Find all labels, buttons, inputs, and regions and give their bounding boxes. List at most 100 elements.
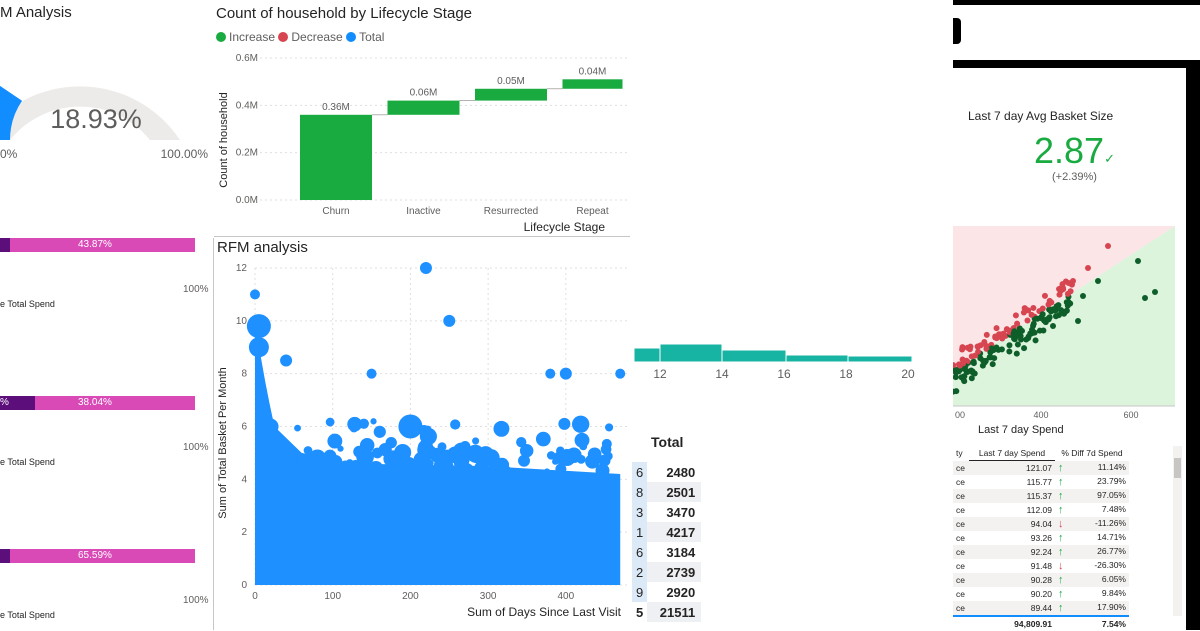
totals-row[interactable]: 6 2480 [632, 462, 702, 482]
th-category: ty [956, 448, 963, 459]
kpi-title: Last 7 day Avg Basket Size [968, 109, 1114, 123]
sc2-point-green [953, 388, 957, 395]
waterfall-chart: Count of household 0.0M 0.2M 0.4M 0.6M 0.36… [218, 53, 630, 234]
spend-row[interactable]: ce 90.20 ↑ 9.84% [953, 587, 1129, 601]
waterfall-ytick: 0.2M [236, 148, 258, 159]
rfm-ytick: 2 [241, 527, 247, 538]
spend-row[interactable]: ce 121.07 ↑ 11.14% [953, 460, 1129, 475]
spend-row[interactable]: ce 115.37 ↑ 97.05% [953, 489, 1129, 503]
rfm-point [392, 460, 401, 469]
row-spend: 93.26 [1030, 533, 1052, 543]
waterfall-data-label: 0.05M [497, 76, 525, 87]
segment-bar[interactable] [0, 549, 195, 563]
legend-decrease[interactable]: Decrease [278, 30, 343, 44]
totals-left: 6 [632, 542, 648, 562]
sc2-xlabel: Last 7 day Spend [978, 424, 1064, 436]
rfm-point [419, 262, 432, 274]
waterfall-title: Count of household by Lifecycle Stage [216, 5, 473, 22]
sc2-tick: 00 [955, 410, 965, 420]
rfm-point [450, 419, 461, 430]
scrollbar-thumb[interactable] [1174, 458, 1181, 478]
sc2-point [1105, 243, 1111, 249]
hist-bar [847, 355, 913, 363]
sc2-point-green [1018, 336, 1025, 343]
segment-pct: 38.04% [78, 397, 112, 408]
rfm-point [397, 456, 415, 474]
spend-row[interactable]: ce 94.04 ↓ -11.26% [953, 517, 1129, 531]
totals-row[interactable]: 6 3184 [632, 542, 702, 562]
segment-max: 100% [183, 595, 209, 606]
sc2-point-green [1013, 350, 1020, 357]
rfm-ytick: 10 [236, 316, 248, 327]
waterfall-data-label: 0.06M [410, 88, 438, 99]
segment-bar[interactable] [0, 238, 195, 252]
rfm-point [385, 472, 394, 481]
row-category: ce [956, 477, 965, 487]
rfm-xtick: 400 [557, 591, 574, 602]
sc2-point [1075, 318, 1081, 324]
spend-row[interactable]: ce 93.26 ↑ 14.71% [953, 531, 1129, 545]
arrow-up-icon: ↑ [1058, 546, 1064, 558]
totals-value: 2480 [647, 462, 702, 482]
row-diff: ↑ 23.79% [1058, 476, 1126, 488]
row-diff: ↑ 97.05% [1058, 490, 1126, 502]
row-category: ce [956, 561, 965, 571]
totals-row[interactable]: 5 21511 [632, 602, 702, 622]
totals-row[interactable]: 8 2501 [632, 482, 702, 502]
rfm-point [281, 452, 290, 461]
segment-pct: 43.87% [78, 239, 112, 250]
segment-label: e Total Spend [0, 457, 55, 467]
rfm-point [511, 473, 522, 484]
row-spend: 92.24 [1030, 547, 1052, 557]
spend-row[interactable]: ce 112.09 ↑ 7.48% [953, 503, 1129, 517]
segment-label: e Total Spend [0, 299, 55, 309]
rfm-point [519, 443, 534, 458]
rfm-ytick: 8 [241, 369, 247, 380]
sc2-point [1142, 295, 1148, 301]
totals-row[interactable]: 2 2739 [632, 562, 702, 582]
sc2-point-red [1030, 304, 1037, 311]
segment-bar[interactable] [0, 396, 195, 410]
spend-row[interactable]: ce 92.24 ↑ 26.77% [953, 545, 1129, 559]
rfm-point [280, 354, 293, 367]
hist-bar [633, 347, 661, 363]
totals-left: 9 [632, 582, 648, 602]
sc2-point-green [1040, 327, 1047, 334]
totals-row[interactable]: 1 4217 [632, 522, 702, 542]
spend-row[interactable]: ce 89.44 ↑ 17.90% [953, 601, 1129, 616]
sc2-point-red [959, 346, 966, 353]
row-category: ce [956, 603, 965, 613]
arrow-up-icon: ↑ [1058, 461, 1064, 474]
totals-row[interactable]: 3 3470 [632, 502, 702, 522]
totals-table: 6 2480 8 2501 3 3470 1 4217 6 3184 2 2739 9 2920 5 2151… [632, 462, 702, 622]
spend-table: ty Last 7 day Spend % Diff 7d Spend ce 121.0… [953, 446, 1129, 631]
legend-total[interactable]: Total [346, 30, 384, 44]
segment-pct: 65.59% [78, 550, 112, 561]
sc2-point-red [953, 362, 957, 369]
rfm-point [428, 467, 438, 477]
totals-row[interactable]: 9 2920 [632, 582, 702, 602]
rfm-xtick: 0 [252, 591, 258, 602]
hist-bar [785, 354, 849, 363]
sc2-point-red [983, 331, 990, 338]
legend-increase[interactable]: Increase [216, 30, 275, 44]
hist-xtick: 16 [777, 367, 791, 381]
rfm-ytick: 12 [236, 263, 248, 274]
sc2-point-green [986, 354, 993, 361]
sc2-point [1085, 265, 1091, 271]
spend-row[interactable]: ce 90.28 ↑ 6.05% [953, 573, 1129, 587]
hist-xtick: 14 [715, 367, 729, 381]
spend-row[interactable]: ce 91.48 ↓ -26.30% [953, 559, 1129, 573]
spend-row[interactable]: ce 115.77 ↑ 23.79% [953, 475, 1129, 489]
waterfall-bar [300, 114, 372, 200]
sc2-point-green [1011, 328, 1018, 335]
arrow-down-icon: ↓ [1058, 560, 1064, 572]
sc2-point-green [1019, 327, 1026, 334]
rfm-point [439, 449, 455, 465]
row-diff: ↑ 9.84% [1058, 588, 1126, 600]
sc2-point-red [1041, 292, 1048, 299]
rfm-ytick: 6 [241, 422, 247, 433]
gauge-chart: 18.93% 0% 100.00% [0, 85, 208, 161]
rfm-point [288, 463, 302, 477]
table-scrollbar[interactable] [1173, 446, 1182, 616]
